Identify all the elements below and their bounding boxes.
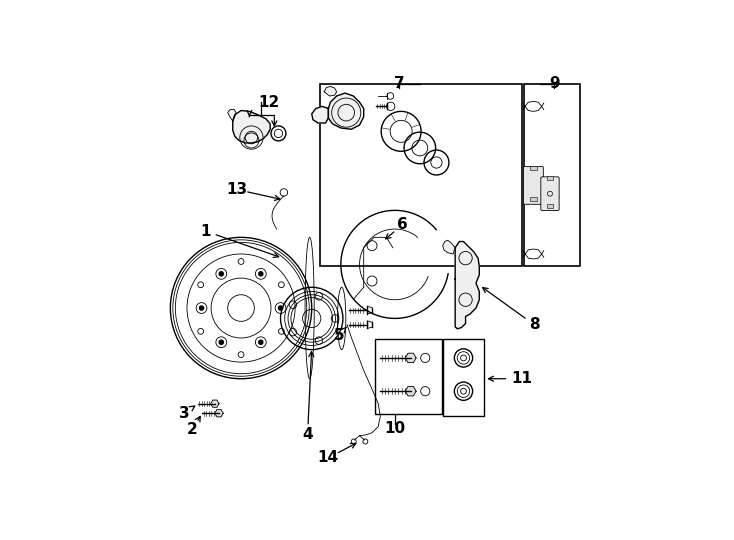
Circle shape [219,272,223,276]
Text: 6: 6 [397,218,408,232]
Polygon shape [455,241,479,329]
Polygon shape [443,240,455,254]
Text: 4: 4 [302,427,313,442]
Bar [320,84,522,266]
Polygon shape [324,86,337,96]
Text: 3: 3 [179,406,189,421]
FancyBboxPatch shape [541,177,559,211]
FancyBboxPatch shape [523,166,543,204]
Bar [443,339,484,416]
Text: 12: 12 [258,94,280,110]
Text: 11: 11 [512,371,532,386]
Circle shape [258,272,263,276]
Bar [524,84,580,266]
Text: 7: 7 [393,76,404,91]
Polygon shape [211,400,219,407]
Polygon shape [228,109,236,121]
Bar [530,197,537,201]
Circle shape [200,306,203,310]
Polygon shape [233,111,270,143]
Text: 5: 5 [333,328,344,342]
Bar [547,204,553,207]
Text: 2: 2 [187,422,197,437]
Text: 1: 1 [200,224,211,239]
Text: 9: 9 [549,76,559,91]
Bar [375,339,442,414]
Polygon shape [328,93,364,129]
Bar [530,166,537,170]
Circle shape [219,340,223,345]
Text: 8: 8 [529,317,539,332]
Polygon shape [312,106,328,123]
Text: 13: 13 [226,182,247,197]
Bar [547,177,553,180]
Text: 10: 10 [385,421,405,436]
Polygon shape [405,353,416,363]
Circle shape [278,306,283,310]
Circle shape [258,340,263,345]
Polygon shape [215,410,223,417]
Polygon shape [405,387,416,396]
Text: 14: 14 [318,450,339,465]
